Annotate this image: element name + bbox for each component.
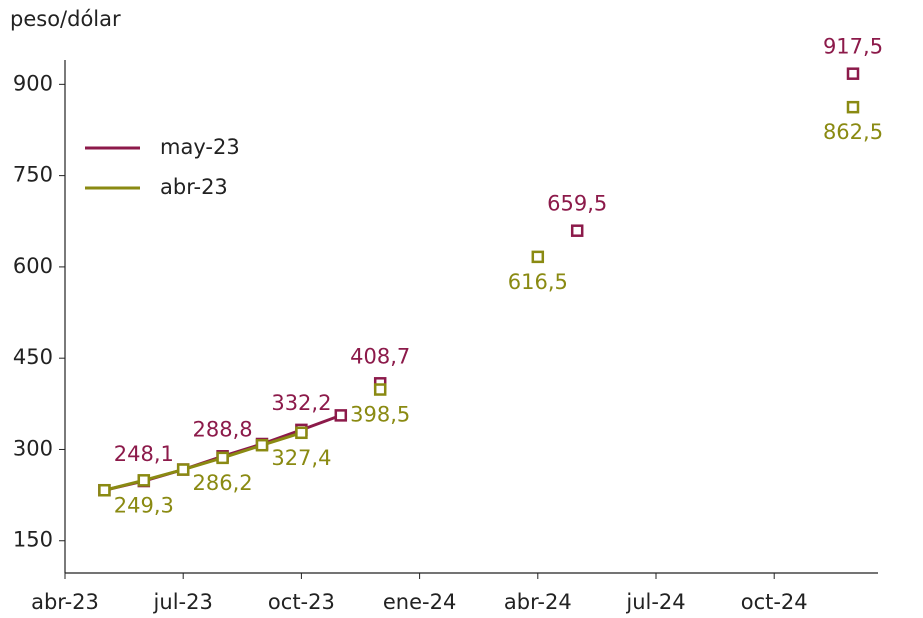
data-label: 286,2 — [193, 471, 253, 495]
x-tick-label: ene-24 — [383, 590, 456, 614]
data-label: 917,5 — [823, 35, 883, 59]
y-tick-label: 300 — [13, 436, 53, 460]
x-tick-label: jul-24 — [625, 590, 685, 614]
x-tick-label: oct-23 — [268, 590, 335, 614]
data-label: 659,5 — [547, 192, 607, 216]
y-axis-label: peso/dólar — [10, 7, 121, 31]
point-marker — [216, 451, 229, 465]
point-marker — [137, 474, 151, 487]
legend-label: may-23 — [160, 135, 240, 159]
y-tick-label: 600 — [13, 254, 53, 278]
legend-label: abr-23 — [160, 175, 228, 199]
point-marker — [570, 224, 584, 237]
point-marker — [373, 383, 387, 396]
point-marker — [846, 100, 860, 114]
point-marker — [255, 438, 269, 452]
point-marker — [176, 463, 190, 476]
data-label: 332,2 — [271, 391, 331, 415]
point-marker — [531, 250, 545, 264]
point-marker — [295, 426, 308, 440]
data-label: 408,7 — [350, 344, 410, 368]
y-tick-label: 900 — [13, 71, 53, 95]
data-label: 398,5 — [350, 403, 410, 427]
point-marker — [334, 409, 348, 422]
data-label: 249,3 — [114, 493, 174, 517]
data-label: 248,1 — [114, 442, 174, 466]
data-label: 616,5 — [508, 270, 568, 294]
x-tick-label: abr-23 — [31, 590, 99, 614]
x-tick-label: jul-23 — [153, 590, 213, 614]
series-line — [104, 431, 302, 492]
x-tick-label: abr-24 — [504, 590, 572, 614]
data-label: 862,5 — [823, 120, 883, 144]
y-tick-label: 750 — [13, 163, 53, 187]
x-tick-label: oct-24 — [741, 590, 808, 614]
point-marker — [846, 67, 860, 80]
y-tick-label: 450 — [13, 345, 53, 369]
data-label: 327,4 — [271, 446, 331, 470]
data-label: 288,8 — [193, 417, 253, 441]
y-tick-label: 150 — [13, 528, 53, 552]
point-marker — [98, 483, 111, 497]
